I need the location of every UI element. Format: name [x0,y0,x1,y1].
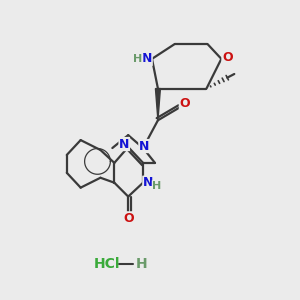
Text: H: H [135,257,147,271]
Text: N: N [142,52,152,65]
Text: O: O [123,212,134,225]
Text: O: O [222,51,232,64]
Text: H: H [152,181,162,191]
Text: H: H [134,54,143,64]
Polygon shape [155,88,160,120]
Text: N: N [143,176,153,189]
Text: N: N [119,138,129,151]
Text: HCl: HCl [94,257,121,271]
Text: N: N [139,140,149,152]
Text: O: O [179,97,190,110]
